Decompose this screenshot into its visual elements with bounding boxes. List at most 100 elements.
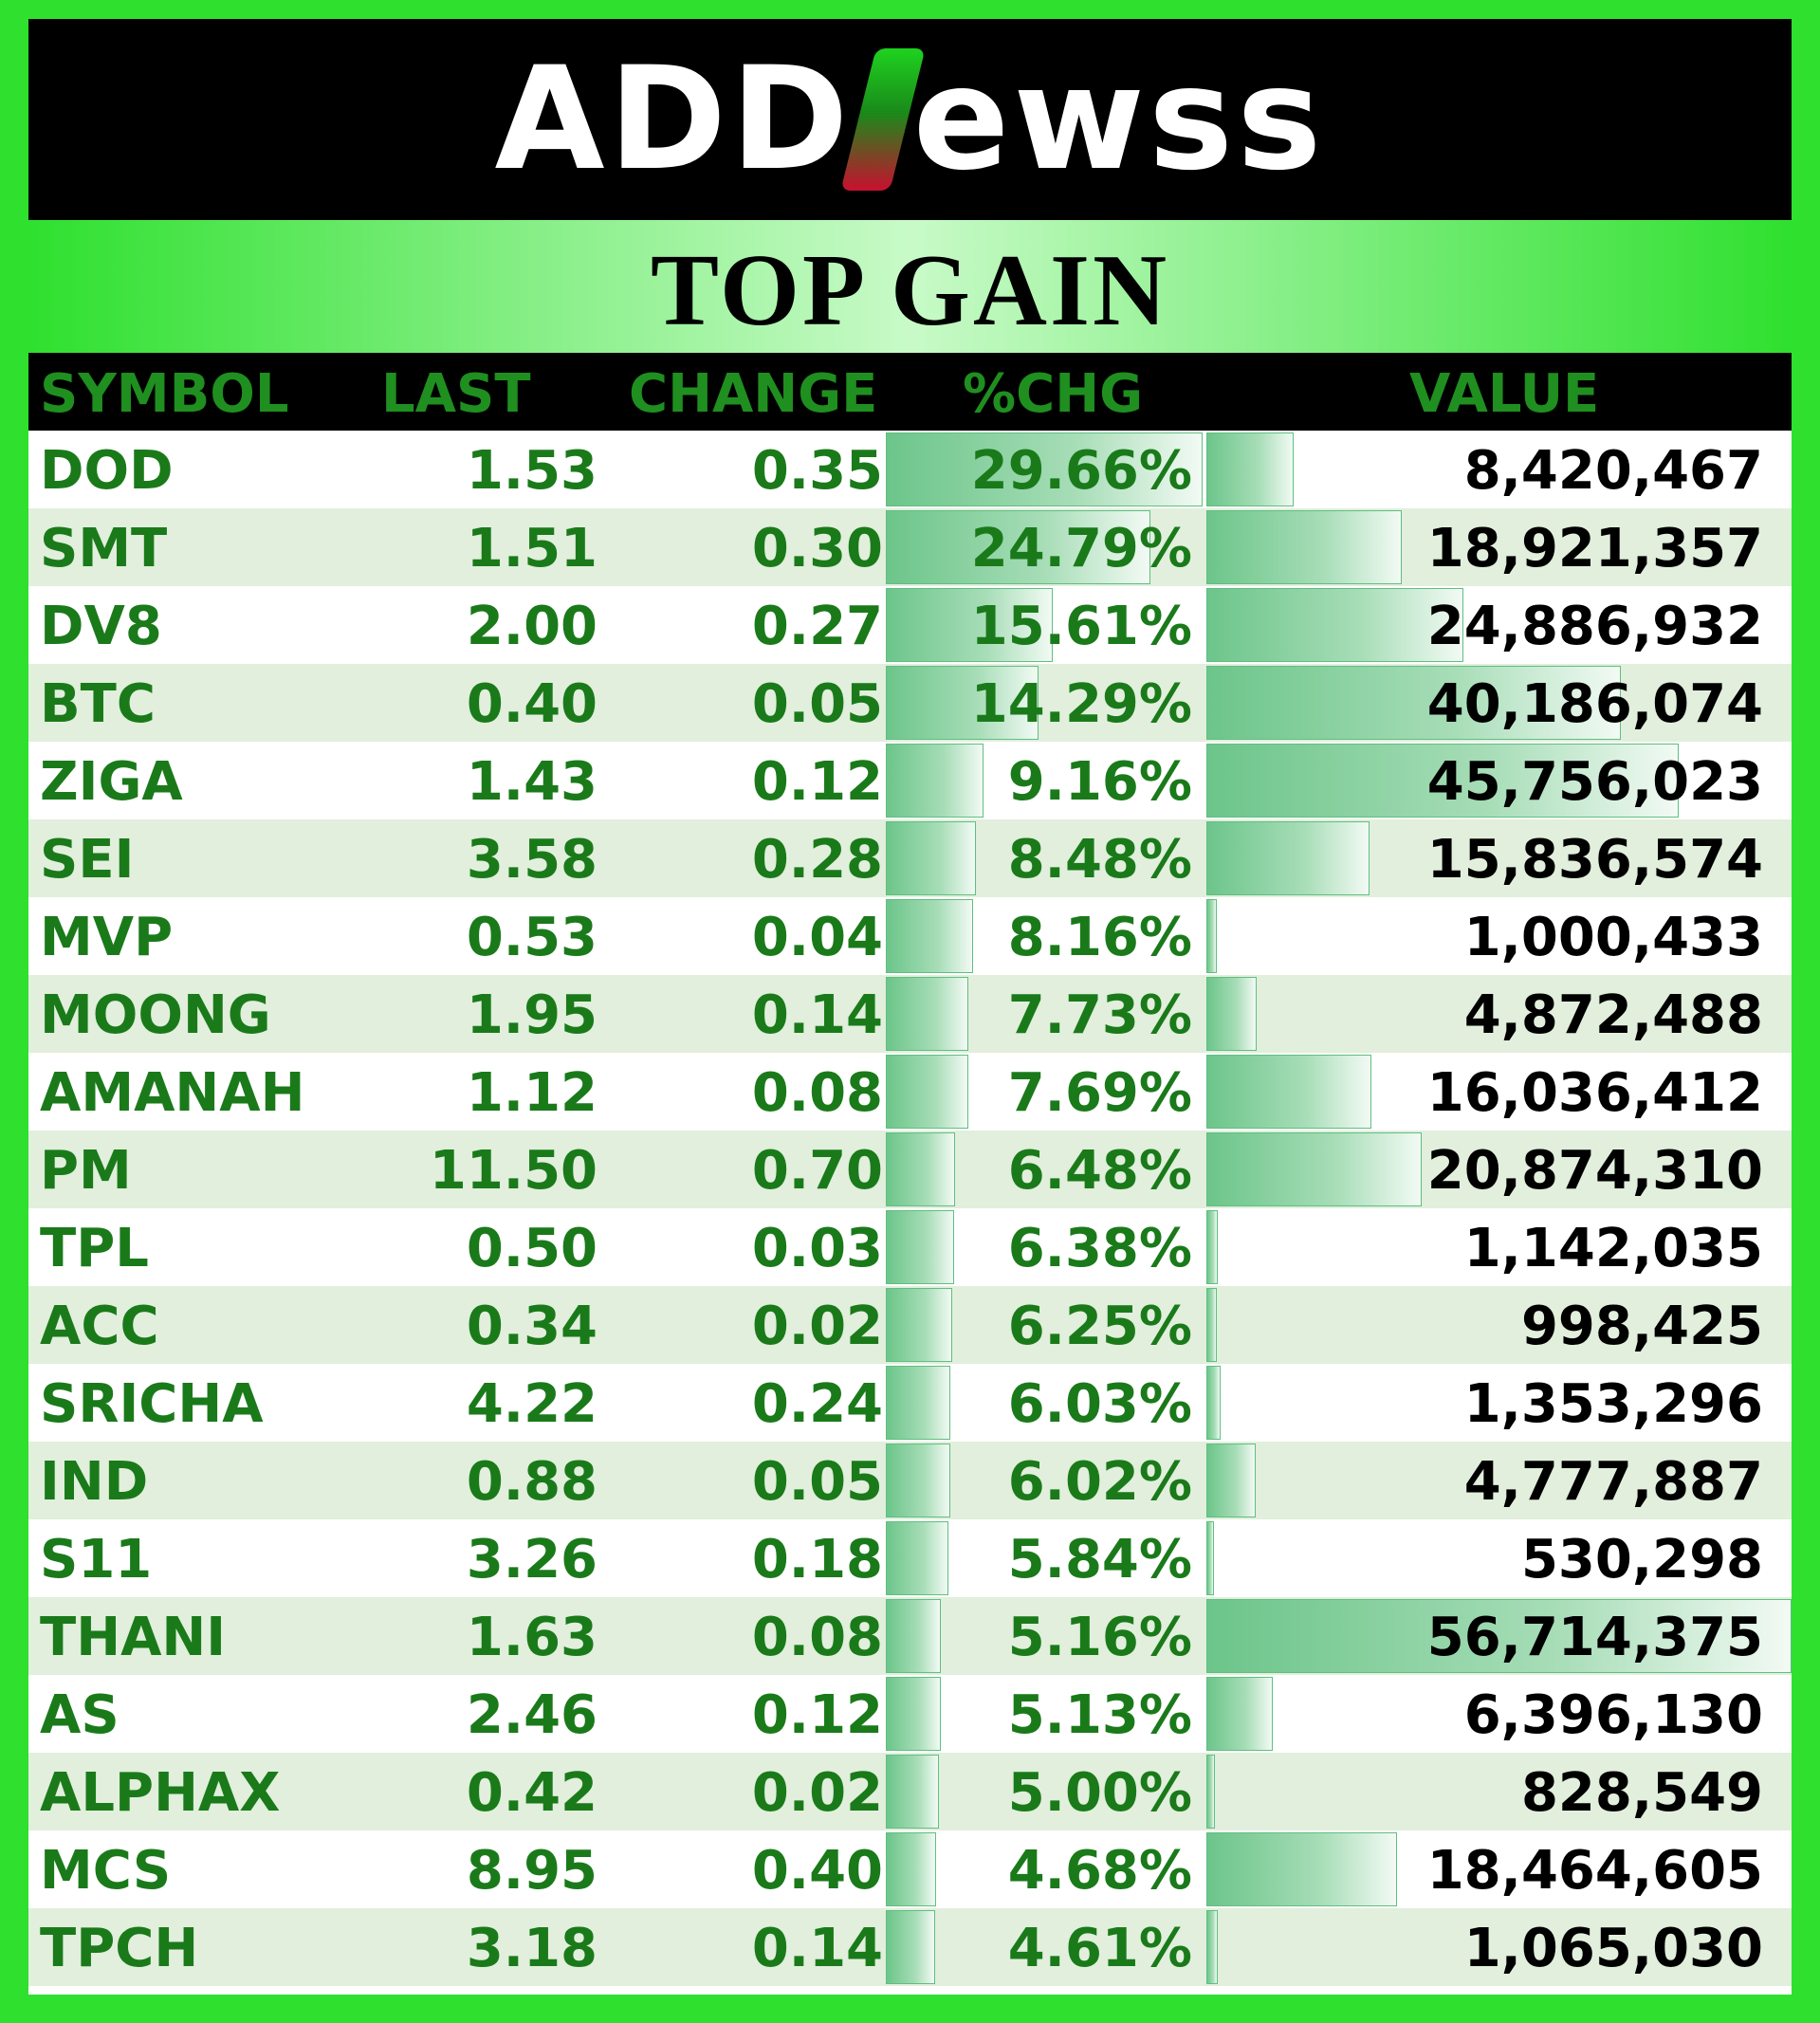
value-bar [1206,1132,1423,1206]
pct-change-bar [886,1444,950,1517]
last-price-cell: 0.34 [466,1296,597,1357]
symbol-cell: AS [40,1684,119,1746]
pct-change-cell: 7.69% [1007,1062,1192,1124]
pct-change-cell: 6.38% [1007,1218,1192,1279]
pct-change-cell: 5.84% [1007,1529,1192,1591]
pct-change-bar [886,1910,935,1984]
value-bar [1206,1832,1397,1906]
table-row: SEI 3.58 0.28 8.48% 15,836,574 [28,819,1792,897]
value-bar [1206,432,1294,506]
table-row: DOD 1.53 0.35 29.66% 8,420,467 [28,431,1792,508]
last-price-cell: 1.43 [466,751,597,813]
change-cell: 0.08 [751,1607,883,1668]
last-price-cell: 1.53 [466,440,597,502]
value-cell: 24,886,932 [1426,596,1763,657]
pct-change-bar [886,821,977,895]
symbol-cell: SRICHA [40,1373,264,1435]
top-gain-card: ADD ewss TOP GAIN SYMBOL LAST CHANGE %CH… [28,19,1792,1995]
value-bar [1206,1599,1792,1673]
value-bar [1206,744,1679,818]
symbol-cell: DOD [40,440,174,502]
last-price-cell: 1.95 [466,984,597,1046]
column-header-symbol: SYMBOL [40,363,289,425]
value-cell: 18,464,605 [1426,1840,1763,1902]
change-cell: 0.40 [751,1840,883,1902]
pct-change-cell: 6.03% [1007,1373,1192,1435]
symbol-cell: MOONG [40,984,271,1046]
symbol-cell: BTC [40,673,156,735]
last-price-cell: 0.50 [466,1218,597,1279]
pct-change-bar [886,1677,941,1751]
symbol-cell: SMT [40,518,168,579]
change-cell: 0.14 [751,1918,883,1979]
table-row: SMT 1.51 0.30 24.79% 18,921,357 [28,508,1792,586]
symbol-cell: IND [40,1451,149,1513]
last-price-cell: 1.63 [466,1607,597,1668]
title-banner: TOP GAIN [28,220,1792,353]
table-row: MCS 8.95 0.40 4.68% 18,464,605 [28,1830,1792,1908]
change-cell: 0.35 [751,440,883,502]
value-bar [1206,666,1622,740]
value-cell: 20,874,310 [1426,1140,1763,1202]
pct-change-bar [886,899,973,973]
brand-logo-prefix: ADD [494,37,853,202]
value-cell: 1,353,296 [1463,1373,1763,1435]
value-cell: 530,298 [1520,1529,1763,1591]
pct-change-bar [886,666,1039,740]
pct-change-bar [886,1288,953,1362]
value-cell: 4,872,488 [1463,984,1763,1046]
pct-change-cell: 6.02% [1007,1451,1192,1513]
pct-change-bar [886,1210,954,1284]
last-price-cell: 11.50 [429,1140,597,1202]
change-cell: 0.27 [751,596,883,657]
symbol-cell: AMANAH [40,1062,305,1124]
change-cell: 0.24 [751,1373,883,1435]
value-bar [1206,977,1257,1051]
symbol-cell: ACC [40,1296,159,1357]
value-bar [1206,821,1370,895]
symbol-cell: ALPHAX [40,1762,281,1824]
change-cell: 0.05 [751,1451,883,1513]
value-bar [1206,510,1402,584]
value-bar [1206,1677,1273,1751]
value-bar [1206,1366,1221,1440]
column-header-pct-change: %CHG [963,363,1144,425]
brand-logo-suffix: ewss [912,37,1326,202]
table-row: AS 2.46 0.12 5.13% 6,396,130 [28,1675,1792,1753]
logo-bar: ADD ewss [28,19,1792,220]
last-price-cell: 0.53 [466,907,597,968]
pct-change-cell: 5.00% [1007,1762,1192,1824]
pct-change-cell: 6.48% [1007,1140,1192,1202]
value-bar [1206,588,1463,662]
value-bar [1206,899,1217,973]
page-title: TOP GAIN [650,234,1170,347]
column-header-last: LAST [381,363,531,425]
value-bar [1206,1521,1214,1595]
symbol-cell: TPCH [40,1918,199,1979]
symbol-cell: THANI [40,1607,227,1668]
pct-change-bar [886,1055,968,1129]
pct-change-bar [886,588,1053,662]
last-price-cell: 1.51 [466,518,597,579]
pct-change-bar [886,1366,950,1440]
change-cell: 0.02 [751,1762,883,1824]
change-cell: 0.18 [751,1529,883,1591]
symbol-cell: S11 [40,1529,153,1591]
symbol-cell: SEI [40,829,135,891]
pct-change-bar [886,1599,942,1673]
last-price-cell: 0.88 [466,1451,597,1513]
pct-change-cell: 15.61% [970,596,1192,657]
last-price-cell: 0.42 [466,1762,597,1824]
last-price-cell: 2.00 [466,596,597,657]
table-row: MOONG 1.95 0.14 7.73% 4,872,488 [28,975,1792,1053]
change-cell: 0.12 [751,751,883,813]
last-price-cell: 8.95 [466,1840,597,1902]
pct-change-cell: 7.73% [1007,984,1192,1046]
last-price-cell: 4.22 [466,1373,597,1435]
pct-change-cell: 6.25% [1007,1296,1192,1357]
pct-change-cell: 8.48% [1007,829,1192,891]
symbol-cell: TPL [40,1218,149,1279]
pct-change-cell: 5.13% [1007,1684,1192,1746]
table-row: THANI 1.63 0.08 5.16% 56,714,375 [28,1597,1792,1675]
last-price-cell: 3.58 [466,829,597,891]
